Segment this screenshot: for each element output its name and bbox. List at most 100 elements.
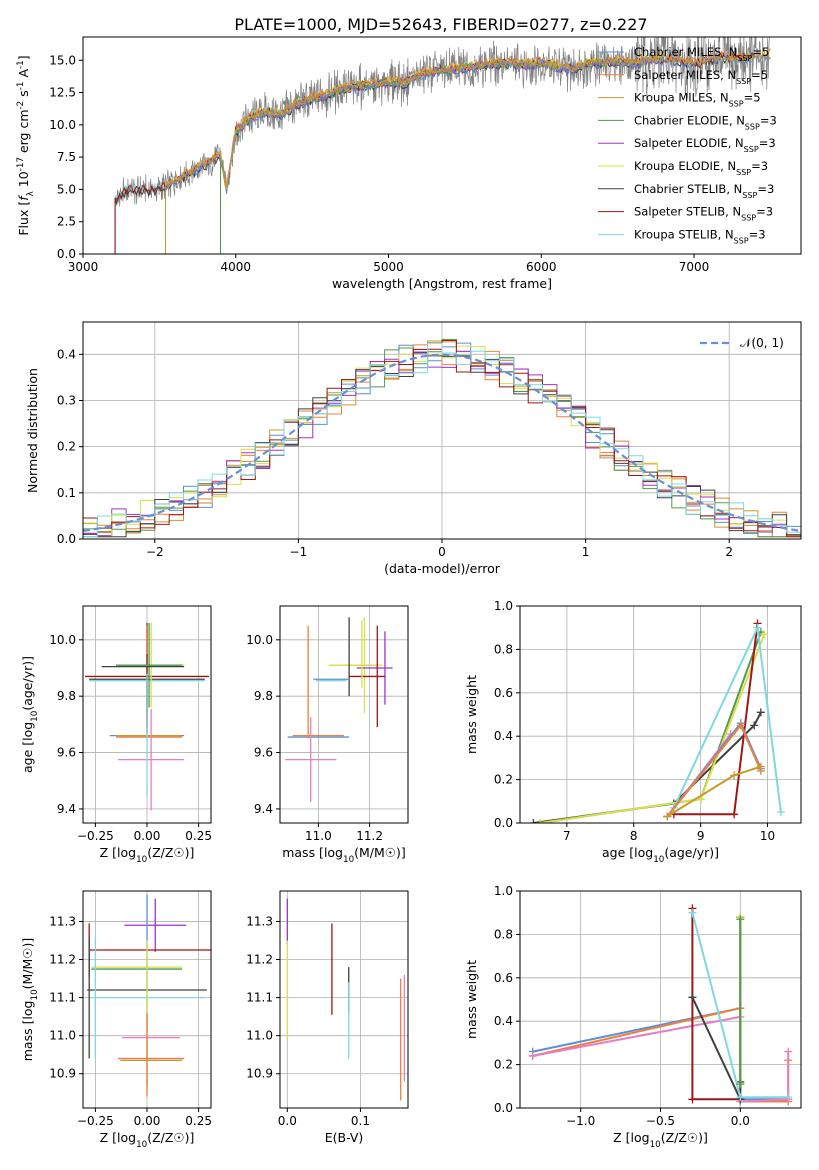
plot-area — [286, 898, 405, 1101]
plot-area — [528, 904, 793, 1106]
plot-area — [114, 37, 771, 254]
series-marker — [776, 808, 785, 817]
histogram-kroupa_stelib — [83, 342, 801, 538]
x-axis-label: wavelength [Angstrom, rest frame] — [332, 276, 552, 291]
series-marker — [736, 1093, 745, 1102]
legend-entry: Salpeter ELODIE, NSSP=3 — [634, 136, 776, 154]
y-tick-label: 11.0 — [246, 1029, 273, 1043]
spectrum-chart: 3000 4000 5000 6000 7000 0.0 2.5 5.0 7.5 10.0 12.5… — [16, 36, 802, 291]
y-tick-label: 10.0 — [49, 118, 76, 132]
y-axis-label: age [log10(age/yr)] — [20, 656, 40, 773]
weight-vs-age-chart: 7 8 9 10 0.0 0.2 0.4 0.6 0.8 1.0 age [log10(age/yr… — [464, 599, 802, 865]
y-axis-label: mass weight — [464, 960, 479, 1039]
y-axis-label: Normed distribution — [25, 368, 40, 493]
series-marker — [756, 762, 765, 771]
figure-title: PLATE=1000, MJD=52643, FIBERID=0277, z=0… — [234, 15, 647, 34]
x-tick-label: 9 — [697, 829, 705, 843]
series-marker — [528, 1051, 537, 1060]
y-tick-label: 11.1 — [246, 991, 273, 1005]
x-tick-label: 7000 — [679, 260, 710, 274]
series-line — [672, 624, 782, 813]
y-tick-label: 5.0 — [57, 182, 76, 196]
y-tick-label: 0.0 — [57, 247, 76, 261]
series-marker — [688, 993, 697, 1002]
axes-frame — [279, 605, 409, 824]
x-tick-label: 11.0 — [305, 829, 332, 843]
y-tick-label: 12.5 — [49, 86, 76, 100]
x-tick-label: 1 — [582, 545, 590, 559]
residuals-chart: −2 −1 0 1 2 0.0 0.1 0.2 0.3 0.4 (data-model)/error… — [25, 321, 802, 576]
series-marker — [784, 1047, 793, 1056]
x-tick-label: −2 — [146, 545, 164, 559]
x-tick-label: 0.00 — [134, 829, 161, 843]
plot-area — [85, 622, 209, 811]
y-tick-label: 9.4 — [254, 802, 273, 816]
y-tick-label: 1.0 — [494, 599, 513, 613]
series-marker — [750, 721, 759, 730]
x-axis-label: E(B-V) — [325, 1130, 364, 1145]
model-chabrier_elodie-line — [219, 54, 664, 254]
y-tick-label: 0.4 — [494, 729, 513, 743]
x-tick-label: 3000 — [68, 260, 99, 274]
legend-entry: Kroupa STELIB, NSSP=3 — [634, 227, 766, 245]
x-tick-label: −0.25 — [77, 1114, 114, 1128]
y-tick-label: 11.0 — [49, 1029, 76, 1043]
legend-entry: Chabrier ELODIE, NSSP=3 — [634, 113, 777, 130]
model-chabrier_miles-line — [164, 52, 771, 254]
x-axis-label: mass [log10(M/M☉)] — [282, 845, 406, 865]
y-tick-label: 0.2 — [494, 1058, 513, 1072]
y-tick-label: 0.1 — [57, 486, 76, 500]
axes-frame — [82, 36, 802, 255]
series-marker — [536, 819, 545, 823]
mass-vs-extinction-chart: 0.0 0.1 10.9 11.0 11.1 11.2 11.3 E(B-V) — [246, 890, 409, 1145]
legend-entry: Chabrier MILES, NSSP=5 — [634, 45, 769, 63]
x-tick-label: 0 — [438, 545, 446, 559]
legend-entry: Salpeter STELIB, NSSP=3 — [634, 205, 773, 223]
x-tick-label: −0.25 — [77, 829, 114, 843]
y-tick-label: 0.2 — [494, 773, 513, 787]
plot-area — [529, 619, 785, 823]
series-marker — [756, 708, 765, 717]
model-kroupa_elodie-line — [219, 52, 664, 254]
x-axis-label: Z [log10(Z/Z☉)] — [613, 1130, 708, 1150]
legend-entry: Salpeter MILES, NSSP=5 — [634, 68, 768, 86]
series-marker — [753, 623, 762, 632]
x-axis-label: Z [log10(Z/Z☉)] — [100, 1130, 195, 1150]
y-tick-label: 15.0 — [49, 53, 76, 67]
series-marker — [760, 630, 769, 639]
y-tick-label: 0.6 — [494, 971, 513, 985]
y-tick-label: 7.5 — [57, 150, 76, 164]
y-axis-label: mass [log10(M/M☉)] — [20, 938, 40, 1062]
x-tick-label: 4000 — [220, 260, 251, 274]
x-tick-label: 6000 — [526, 260, 557, 274]
series-line — [539, 633, 766, 823]
y-tick-label: 0.6 — [494, 686, 513, 700]
x-tick-label: 0.25 — [185, 829, 212, 843]
y-tick-label: 11.2 — [246, 953, 273, 967]
y-tick-label: 11.1 — [49, 991, 76, 1005]
y-tick-label: 0.8 — [494, 927, 513, 941]
y-axis-label: Flux [fλ 10-17 erg cm-2 s-1 A-1] — [16, 55, 36, 235]
y-tick-label: 10.9 — [49, 1067, 76, 1081]
y-tick-label: 10.0 — [49, 633, 76, 647]
axes-frame — [279, 890, 409, 1109]
y-tick-label: 2.5 — [57, 215, 76, 229]
x-tick-label: −1.0 — [566, 1114, 595, 1128]
axes-frame — [519, 605, 802, 824]
series-marker — [736, 1080, 745, 1089]
series-marker — [784, 1093, 793, 1102]
y-tick-label: 11.3 — [49, 914, 76, 928]
x-tick-label: 7 — [563, 829, 571, 843]
y-tick-label: 9.6 — [57, 746, 76, 760]
age-vs-mass-chart: 11.0 11.2 9.4 9.6 9.8 10.0 mass [log10(M/M☉)] — [246, 605, 409, 865]
y-axis-label: mass weight — [464, 675, 479, 754]
y-tick-label: 11.2 — [49, 953, 76, 967]
x-axis-label: age [log10(age/yr)] — [602, 845, 719, 865]
legend-entry: 𝒩(0, 1) — [740, 336, 784, 350]
series-marker — [529, 819, 538, 823]
x-tick-label: 0.00 — [134, 1114, 161, 1128]
x-tick-label: 0.25 — [185, 1114, 212, 1128]
x-tick-label: 0.0 — [278, 1114, 297, 1128]
y-tick-label: 0.4 — [494, 1014, 513, 1028]
